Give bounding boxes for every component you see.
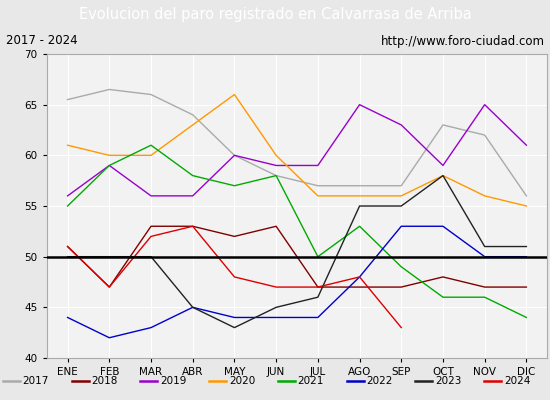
Text: 2020: 2020 — [229, 376, 255, 386]
Text: http://www.foro-ciudad.com: http://www.foro-ciudad.com — [381, 34, 544, 48]
Text: 2017 - 2024: 2017 - 2024 — [6, 34, 77, 48]
Text: 2021: 2021 — [298, 376, 324, 386]
Text: 2023: 2023 — [435, 376, 461, 386]
Text: 2018: 2018 — [91, 376, 118, 386]
Text: 2022: 2022 — [366, 376, 393, 386]
Text: 2017: 2017 — [23, 376, 49, 386]
Text: Evolucion del paro registrado en Calvarrasa de Arriba: Evolucion del paro registrado en Calvarr… — [79, 8, 471, 22]
Text: 2024: 2024 — [504, 376, 530, 386]
Text: 2019: 2019 — [160, 376, 186, 386]
